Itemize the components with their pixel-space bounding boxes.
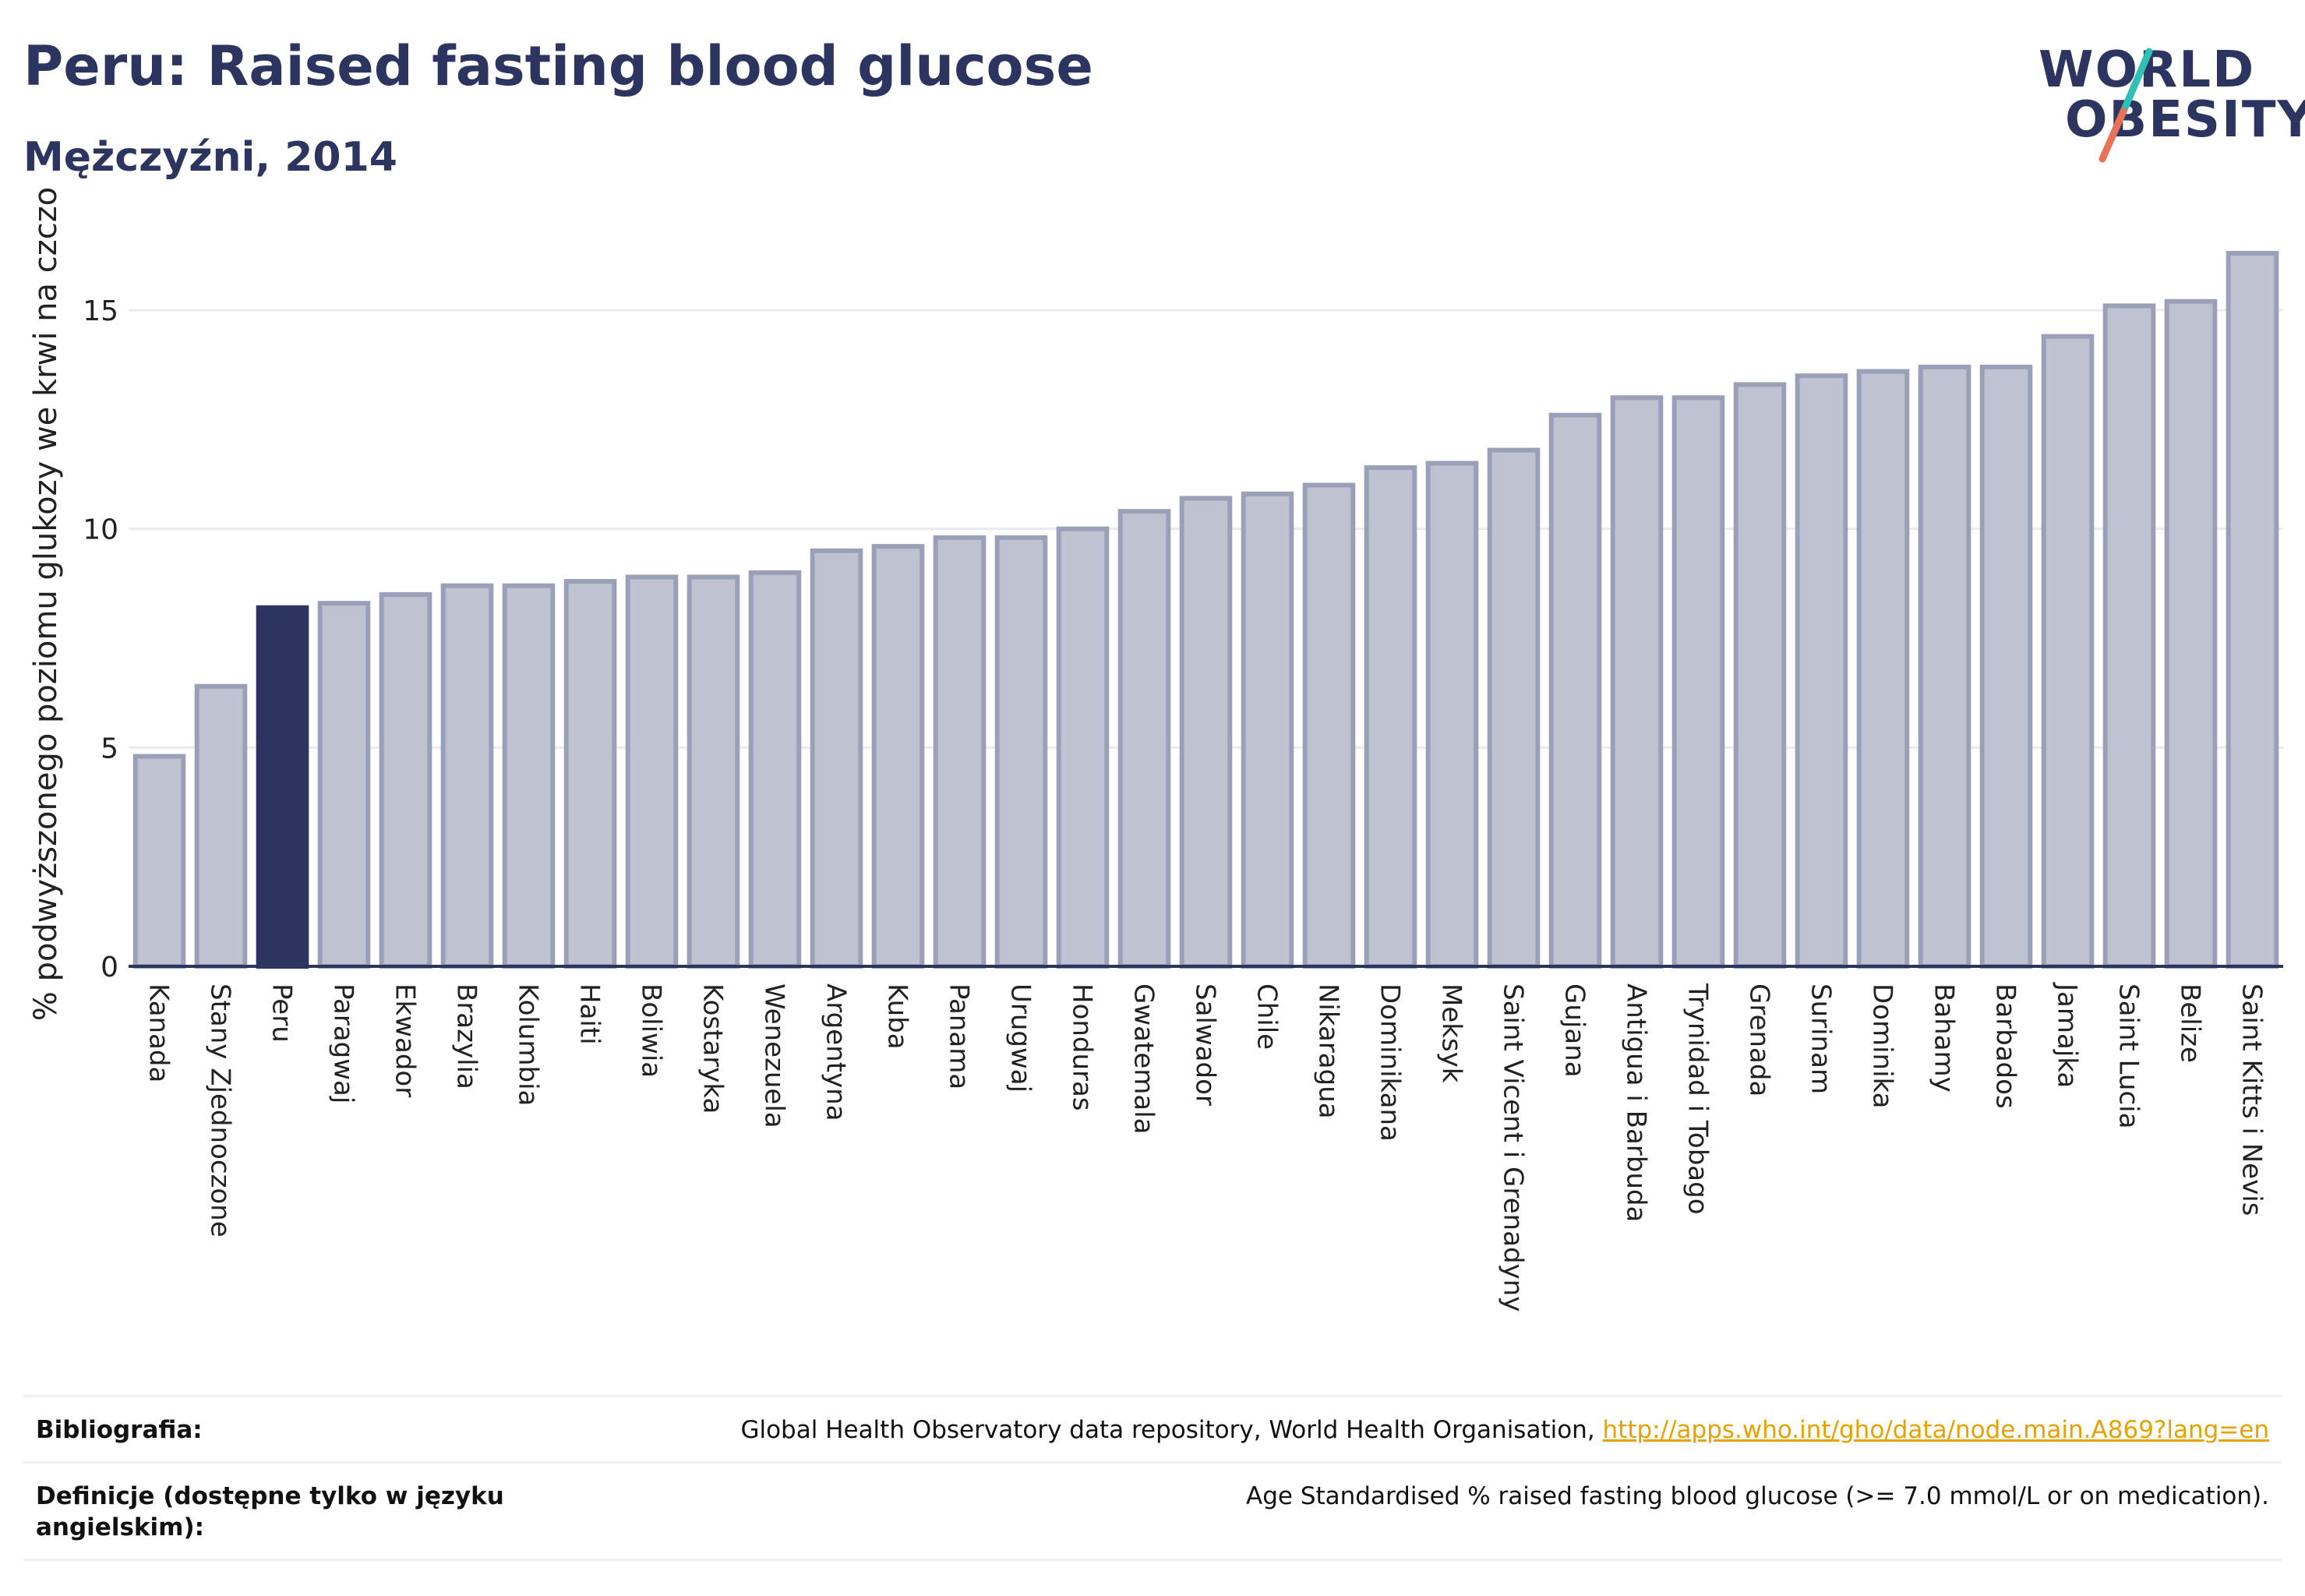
x-tick-label: Boliwia	[636, 983, 667, 1078]
bar-surinam[interactable]	[1795, 373, 1848, 969]
bar-bahamy[interactable]	[1918, 364, 1971, 969]
x-tick-labels: Kanada Stany Zjednoczone Peru Paragwaj Ekwad…	[143, 982, 2268, 1312]
chart-subtitle: Mężczyźni, 2014	[23, 134, 397, 181]
bibliography-text: Global Health Observatory data repositor…	[740, 1416, 1603, 1444]
bibliography-link[interactable]: http://apps.who.int/gho/data/node.main.A…	[1602, 1416, 2269, 1444]
x-tick-label: Saint Kitts i Nevis	[2236, 983, 2268, 1216]
x-tick-label: Trynidad i Tobago	[1682, 983, 1714, 1215]
x-tick-label: Saint Lucia	[2113, 983, 2144, 1128]
bar-honduras[interactable]	[1056, 526, 1110, 969]
bar-gujana[interactable]	[1548, 412, 1602, 969]
x-tick-label: Kanada	[143, 983, 175, 1082]
bars	[132, 251, 2279, 969]
bar-chart: 0 5 10 15 Kanada Stany Zjednoczone Peru Paragw…	[28, 187, 2283, 1312]
x-tick-label: Salwador	[1190, 983, 1221, 1106]
bar-paragwaj[interactable]	[317, 601, 371, 969]
logo-line-2: OBESITY	[2065, 91, 2305, 149]
x-tick-label: Grenada	[1744, 983, 1775, 1096]
definitions-label: Definicje (dostępne tylko w języku angie…	[36, 1482, 504, 1541]
bar-jamajka[interactable]	[2041, 334, 2095, 969]
x-tick-label: Gujana	[1559, 983, 1590, 1078]
y-tick-label: 0	[101, 952, 118, 983]
x-tick-label: Argentyna	[821, 983, 852, 1121]
definitions-value: Age Standardised % raised fasting blood …	[1246, 1482, 2269, 1510]
bar-salwador[interactable]	[1179, 496, 1233, 969]
y-tick-label: 5	[101, 733, 118, 764]
bar-peru[interactable]	[256, 605, 309, 969]
bar-urugwaj[interactable]	[994, 535, 1048, 969]
bar-stany-zjednoczone[interactable]	[194, 683, 248, 969]
bar-ekwador[interactable]	[379, 591, 432, 969]
bar-argentyna[interactable]	[810, 548, 863, 969]
bar-antigua-i-barbuda[interactable]	[1610, 395, 1664, 969]
x-tick-label: Honduras	[1067, 983, 1098, 1111]
x-tick-label: Saint Vicent i Grenadyny	[1498, 983, 1529, 1312]
bibliography-value: Global Health Observatory data repositor…	[740, 1416, 2269, 1444]
y-tick-labels: 0 5 10 15	[83, 295, 118, 983]
bar-belize[interactable]	[2164, 298, 2218, 969]
x-tick-label: Chile	[1251, 983, 1283, 1050]
bar-haiti[interactable]	[563, 579, 617, 969]
x-tick-label: Meksyk	[1436, 983, 1467, 1083]
bar-brazylia[interactable]	[440, 583, 494, 969]
footer-row-definitions: Definicje (dostępne tylko w języku angie…	[23, 1461, 2282, 1561]
footer-table: Bibliografia: Global Health Observatory …	[23, 1395, 2282, 1561]
bar-barbados[interactable]	[1979, 364, 2033, 969]
bar-gwatemala[interactable]	[1117, 509, 1171, 969]
x-tick-label: Barbados	[1990, 983, 2021, 1109]
bar-trynidad-i-tobago[interactable]	[1671, 395, 1725, 969]
x-tick-label: Dominika	[1867, 983, 1898, 1108]
bar-kostaryka[interactable]	[687, 574, 740, 969]
bar-grenada[interactable]	[1733, 382, 1787, 969]
x-tick-label: Stany Zjednoczone	[205, 983, 236, 1238]
bar-panama[interactable]	[933, 535, 987, 969]
bar-boliwia[interactable]	[625, 574, 679, 969]
bar-kuba[interactable]	[871, 544, 925, 969]
footer-row-bibliography: Bibliografia: Global Health Observatory …	[23, 1395, 2282, 1461]
y-axis-label: % podwyższonego poziomu glukozy we krwi …	[28, 187, 64, 1021]
x-tick-label: Urugwaj	[1005, 983, 1036, 1093]
bar-dominika[interactable]	[1856, 369, 1910, 969]
x-tick-label: Dominikana	[1375, 983, 1406, 1142]
bar-saint-kitts-i-nevis[interactable]	[2226, 251, 2279, 969]
x-tick-label: Kuba	[882, 983, 913, 1050]
x-tick-label: Bahamy	[1929, 983, 1960, 1093]
bibliography-label: Bibliografia:	[36, 1416, 203, 1444]
bar-kolumbia[interactable]	[502, 583, 556, 969]
world-obesity-logo: WORLD OBESITY	[2026, 31, 2305, 171]
bar-wenezuela[interactable]	[748, 570, 802, 969]
x-tick-label: Nikaragua	[1313, 983, 1344, 1119]
x-tick-label: Kostaryka	[697, 983, 729, 1114]
x-tick-label: Jamajka	[2052, 982, 2083, 1088]
bar-meksyk[interactable]	[1425, 461, 1479, 969]
x-tick-label: Gwatemala	[1128, 983, 1160, 1134]
logo-slash-icon	[2099, 48, 2153, 163]
x-tick-label: Peru	[267, 983, 298, 1043]
x-tick-label: Kolumbia	[513, 983, 544, 1106]
x-tick-label: Brazylia	[451, 983, 482, 1089]
x-tick-label: Paragwaj	[328, 983, 359, 1103]
x-tick-label: Ekwador	[390, 983, 421, 1097]
x-tick-label: Belize	[2175, 983, 2206, 1063]
x-tick-label: Antigua i Barbuda	[1621, 983, 1652, 1222]
bar-dominikana[interactable]	[1364, 465, 1417, 969]
x-tick-label: Surinam	[1806, 983, 1837, 1094]
bar-chile[interactable]	[1241, 491, 1294, 969]
x-tick-label: Wenezuela	[759, 983, 790, 1128]
bar-kanada[interactable]	[132, 754, 186, 969]
bar-saint-lucia[interactable]	[2102, 303, 2156, 969]
bar-saint-vicent-i-grenadyny[interactable]	[1487, 447, 1541, 969]
x-tick-label: Panama	[944, 983, 975, 1089]
bar-nikaragua[interactable]	[1302, 482, 1356, 969]
x-tick-label: Haiti	[574, 983, 605, 1045]
y-tick-label: 10	[83, 514, 118, 546]
y-tick-label: 15	[83, 295, 118, 327]
page-title: Peru: Raised fasting blood glucose	[23, 34, 1093, 98]
